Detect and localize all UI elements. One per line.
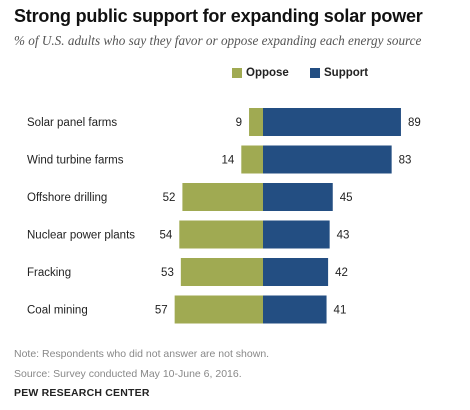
value-label-oppose: 14 xyxy=(222,155,235,167)
bar-oppose xyxy=(182,183,263,211)
bar-oppose xyxy=(241,145,263,174)
legend-support-label: Support xyxy=(324,67,369,79)
bar-oppose xyxy=(180,258,263,286)
value-label-oppose: 9 xyxy=(236,117,242,129)
value-label-support: 45 xyxy=(340,192,353,204)
bar-oppose xyxy=(249,108,263,136)
value-label-oppose: 54 xyxy=(160,230,173,242)
category-label: Fracking xyxy=(27,267,71,279)
bar-oppose xyxy=(174,295,263,324)
value-label-support: 83 xyxy=(399,155,412,167)
legend-support-swatch xyxy=(310,68,320,78)
value-label-support: 89 xyxy=(408,117,421,129)
bar-support xyxy=(263,183,333,211)
value-label-support: 41 xyxy=(334,305,347,317)
legend-support: Support xyxy=(310,67,368,79)
bar-support xyxy=(263,220,330,249)
legend-oppose-label: Oppose xyxy=(246,67,289,79)
bar-support xyxy=(263,258,329,286)
legend-oppose-swatch xyxy=(232,68,242,78)
category-label: Nuclear power plants xyxy=(27,230,135,242)
value-label-oppose: 53 xyxy=(161,267,174,279)
chart-subtitle: % of U.S. adults who say they favor or o… xyxy=(14,33,422,48)
bar-support xyxy=(263,145,392,174)
bar-support xyxy=(263,108,401,136)
value-label-oppose: 52 xyxy=(163,192,176,204)
chart-source: Source: Survey conducted May 10-June 6, … xyxy=(14,368,242,380)
value-label-oppose: 57 xyxy=(155,305,168,317)
chart-title: Strong public support for expanding sola… xyxy=(14,6,423,26)
chart-note: Note: Respondents who did not answer are… xyxy=(14,348,270,360)
category-label: Offshore drilling xyxy=(27,192,107,204)
value-label-support: 42 xyxy=(335,267,348,279)
bar-oppose xyxy=(179,220,263,249)
category-label: Coal mining xyxy=(27,305,88,317)
category-label: Solar panel farms xyxy=(27,117,117,129)
value-label-support: 43 xyxy=(337,230,350,242)
brand-logo: PEW RESEARCH CENTER xyxy=(14,387,150,399)
bar-chart: Solar panel farms 9 89 Wind turbine farms 14… xyxy=(27,108,421,324)
category-label: Wind turbine farms xyxy=(27,155,124,167)
bar-support xyxy=(263,295,327,324)
legend-oppose: Oppose xyxy=(232,67,289,79)
